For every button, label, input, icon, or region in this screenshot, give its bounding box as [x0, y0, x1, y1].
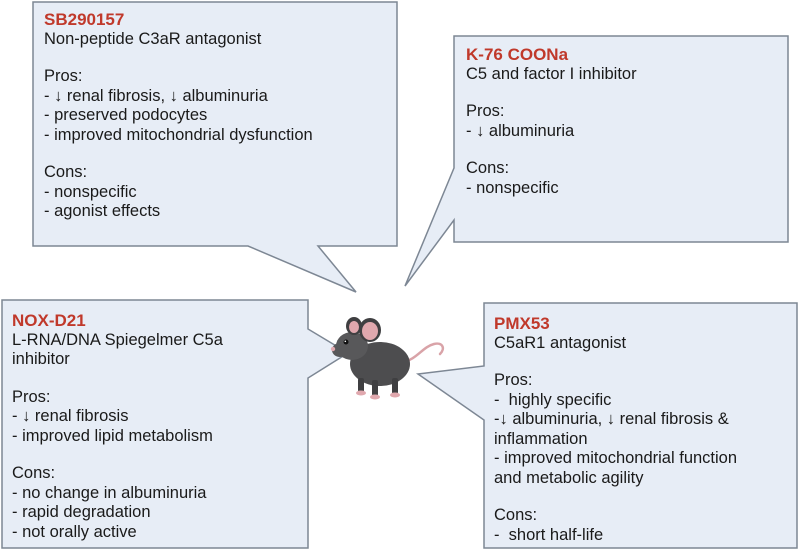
- cons-section: Cons: - no change in albuminuria - rapid…: [12, 464, 223, 542]
- bubble-noxd21: [1, 299, 350, 549]
- pros-label: Pros:: [466, 102, 505, 120]
- panel-subtitle: L-RNA/DNA Spiegelmer C5a: [12, 330, 223, 349]
- panel-subtitle: C5aR1 antagonist: [494, 333, 627, 352]
- pros-label: Pros:: [12, 387, 51, 406]
- cons-section: Cons: - nonspecific: [466, 159, 637, 198]
- panel-subtitle: inhibitor: [12, 350, 70, 368]
- pros-item: - highly specific: [494, 390, 612, 409]
- panel-subtitle: Non-peptide C3aR antagonist: [44, 29, 262, 48]
- cons-item: - rapid degradation: [12, 503, 151, 521]
- cons-item: - short half-life: [494, 525, 604, 544]
- panel-pmx53: PMX53 C5aR1 antagonist Pros: - highly sp…: [494, 314, 737, 545]
- cons-item: - agonist effects: [44, 202, 161, 220]
- panel-title: NOX-D21: [12, 311, 86, 330]
- pros-label: Pros:: [44, 67, 83, 85]
- pros-item: - ↓ renal fibrosis, ↓ albuminuria: [44, 86, 268, 105]
- pros-item: - ↓ albuminuria: [466, 121, 575, 140]
- pros-section: Pros: - ↓ renal fibrosis - improved lipi…: [12, 388, 223, 447]
- pros-item: - improved lipid metabolism: [12, 426, 213, 445]
- panel-title: SB290157: [44, 10, 125, 29]
- cons-item: - nonspecific: [466, 178, 559, 197]
- panel-k76: K-76 COONa C5 and factor I inhibitor Pro…: [466, 45, 637, 198]
- panel-sb290157: SB290157 Non-peptide C3aR antagonist Pro…: [44, 10, 313, 222]
- cons-label: Cons:: [12, 464, 56, 482]
- cons-item: - no change in albuminuria: [12, 483, 207, 502]
- pros-item: - improved mitochondrial function: [494, 449, 738, 467]
- panel-subtitle: C5 and factor I inhibitor: [466, 64, 637, 83]
- cons-label: Cons:: [44, 163, 88, 181]
- pros-item: inflammation: [494, 429, 588, 448]
- pros-label: Pros:: [494, 371, 533, 389]
- pros-item: and metabolic agility: [494, 468, 644, 487]
- bubble-sb290157: [32, 1, 398, 293]
- cons-item: - not orally active: [12, 522, 137, 541]
- panel-noxd21: NOX-D21 L-RNA/DNA Spiegelmer C5a inhibit…: [12, 311, 223, 542]
- panel-title: PMX53: [494, 314, 550, 333]
- cons-item: - nonspecific: [44, 182, 137, 201]
- mouse-icon: [330, 317, 445, 400]
- pros-item: -↓ albuminuria, ↓ renal fibrosis &: [494, 410, 729, 428]
- cons-label: Cons:: [494, 506, 538, 524]
- pros-section: Pros: - highly specific -↓ albuminuria, …: [494, 371, 737, 488]
- pros-item: - preserved podocytes: [44, 106, 208, 124]
- pros-item: - ↓ renal fibrosis: [12, 407, 129, 425]
- bubble-k76: [404, 35, 789, 287]
- pros-item: - improved mitochondrial dysfunction: [44, 125, 313, 144]
- pros-section: Pros: - ↓ renal fibrosis, ↓ albuminuria …: [44, 67, 313, 145]
- pros-section: Pros: - ↓ albuminuria: [466, 102, 637, 141]
- cons-label: Cons:: [466, 159, 510, 177]
- bubble-pmx53: [415, 302, 798, 549]
- panel-title: K-76 COONa: [466, 45, 569, 64]
- cons-section: Cons: - nonspecific - agonist effects: [44, 163, 313, 222]
- cons-section: Cons: - short half-life: [494, 506, 737, 545]
